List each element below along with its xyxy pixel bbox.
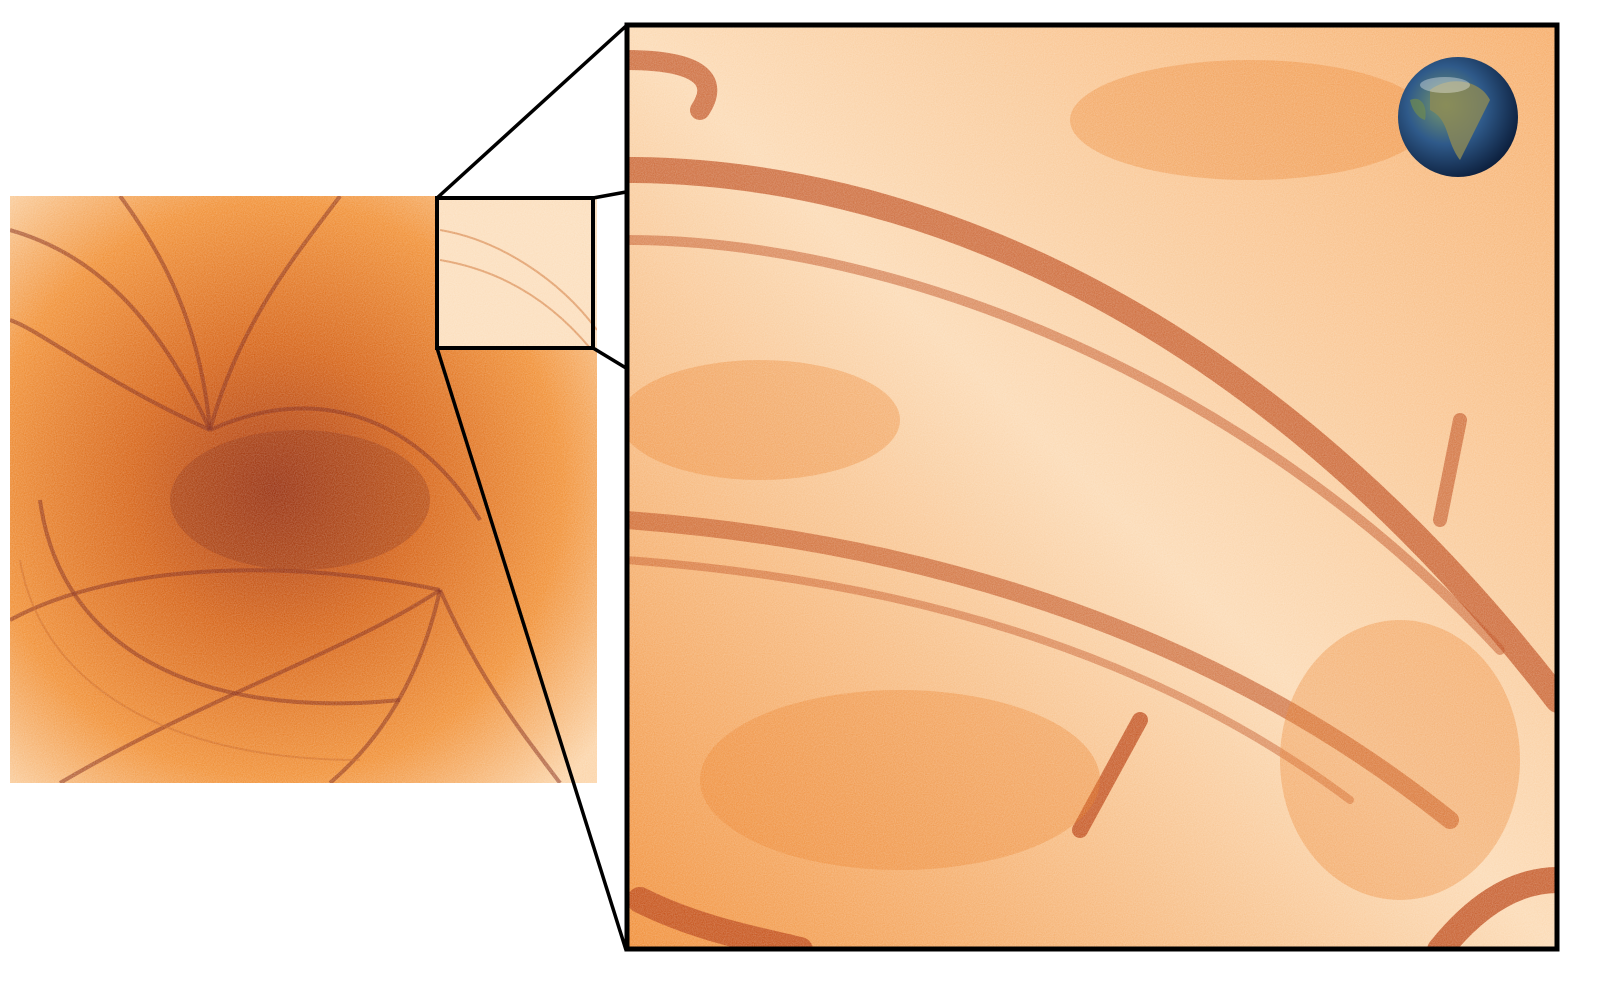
corona-zoom-image xyxy=(626,24,1558,950)
zoom-image-frame xyxy=(624,22,1560,952)
zoom-region-box xyxy=(435,196,595,350)
corona-overview-image xyxy=(10,196,597,783)
earth-globe-icon xyxy=(1398,57,1518,177)
zoom-connector-lines xyxy=(435,24,628,951)
